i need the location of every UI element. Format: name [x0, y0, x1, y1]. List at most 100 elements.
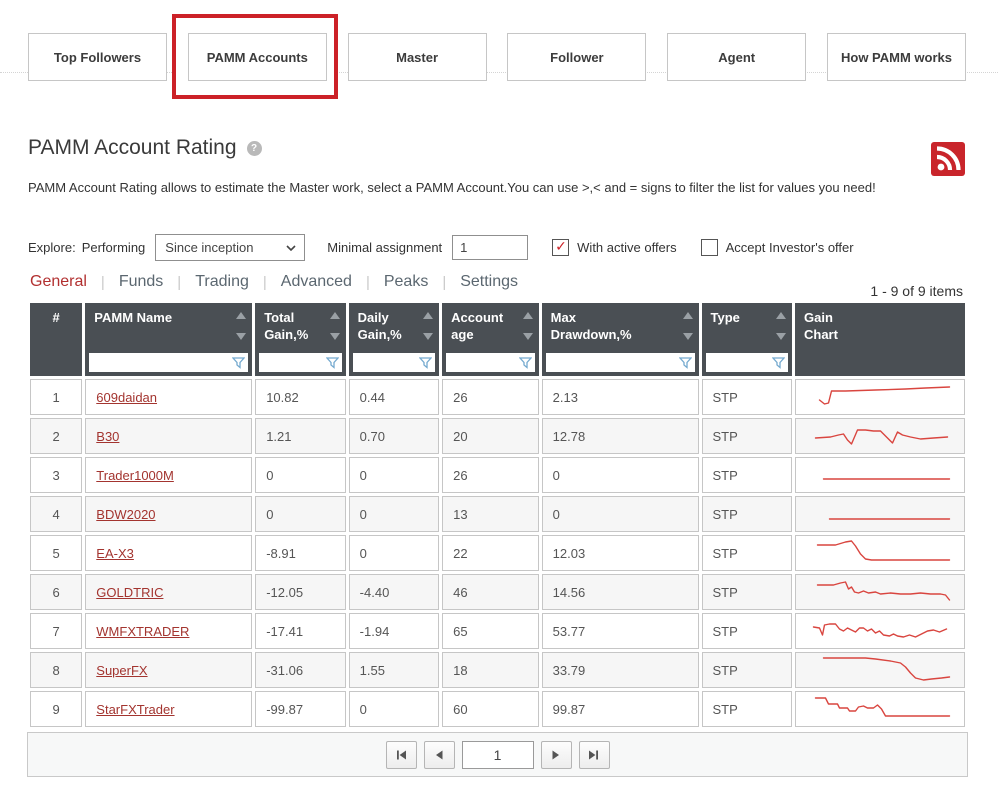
- tab-funds[interactable]: Funds: [118, 273, 164, 290]
- previous-page-button[interactable]: [423, 740, 455, 769]
- tab-peaks[interactable]: Peaks: [383, 273, 429, 290]
- account-age-cell: 60: [442, 691, 539, 727]
- column-header-gain-chart[interactable]: Gain Chart: [795, 303, 965, 376]
- column-filter-input[interactable]: [91, 354, 231, 370]
- page-number-input[interactable]: [461, 740, 534, 769]
- page-description: PAMM Account Rating allows to estimate t…: [28, 180, 876, 195]
- account-age-cell: 46: [442, 574, 539, 610]
- daily-gain-cell: 0: [348, 496, 440, 532]
- row-number: 6: [30, 574, 83, 610]
- sort-asc-icon: [522, 312, 533, 319]
- row-number: 8: [30, 652, 83, 688]
- column-filter-box: [89, 353, 249, 372]
- type-cell: STP: [701, 652, 792, 688]
- sort-arrows[interactable]: [423, 312, 434, 344]
- column-header-total-gain[interactable]: Total Gain,%: [255, 303, 346, 376]
- nav-button-master[interactable]: Master: [347, 33, 487, 81]
- heading-block: PAMM Account Rating ? PAMM Account Ratin…: [28, 136, 928, 195]
- pamm-name-link[interactable]: B30: [96, 428, 120, 444]
- column-label: Type: [710, 310, 740, 325]
- filter-funnel-icon[interactable]: [232, 356, 246, 369]
- total-gain-cell: 0: [255, 496, 346, 532]
- column-header-account-age[interactable]: Account age: [442, 303, 539, 376]
- nav-button-top-followers[interactable]: Top Followers: [28, 33, 167, 81]
- total-gain-cell: 0: [255, 457, 346, 493]
- column-label: Daily Gain,%: [357, 310, 402, 342]
- tab-trading[interactable]: Trading: [195, 273, 249, 290]
- column-label: Total Gain,%: [264, 310, 309, 342]
- tab-settings[interactable]: Settings: [460, 273, 519, 290]
- gain-chart-cell: [795, 535, 965, 571]
- pamm-name-link[interactable]: Trader1000M: [96, 467, 174, 483]
- column-filter-input[interactable]: [261, 354, 324, 370]
- with-active-offers-label: With active offers: [577, 240, 677, 255]
- top-navigation-buttons: Top Followers PAMM Accounts Master Follo…: [28, 14, 966, 99]
- type-cell: STP: [701, 496, 792, 532]
- minimal-assignment-label: Minimal assignment: [327, 240, 443, 255]
- nav-button-how-pamm-works[interactable]: How PAMM works: [826, 33, 966, 81]
- column-header-[interactable]: #: [30, 303, 83, 376]
- last-page-button[interactable]: [578, 740, 610, 769]
- explore-label: Explore:: [28, 240, 76, 255]
- tab-advanced[interactable]: Advanced: [280, 273, 352, 290]
- nav-button-agent[interactable]: Agent: [667, 33, 807, 81]
- gain-sparkline-chart: [816, 581, 950, 601]
- sort-desc-icon: [236, 333, 247, 340]
- help-icon[interactable]: ?: [246, 140, 262, 156]
- max-drawdown-cell: 0: [541, 496, 699, 532]
- nav-button-follower[interactable]: Follower: [507, 33, 647, 81]
- column-filter-input[interactable]: [547, 354, 677, 370]
- nav-button-pamm-accounts[interactable]: PAMM Accounts: [187, 33, 327, 81]
- column-filter-input[interactable]: [707, 354, 770, 370]
- with-active-offers-checkbox[interactable]: ✓ With active offers: [552, 238, 677, 256]
- tab-general[interactable]: General: [30, 273, 87, 290]
- gain-sparkline-chart: [818, 386, 950, 405]
- pamm-name-link[interactable]: 609daidan: [96, 389, 158, 405]
- pamm-name-link[interactable]: BDW2020: [96, 506, 156, 522]
- minimal-assignment-input[interactable]: [452, 235, 529, 260]
- filter-funnel-icon[interactable]: [419, 356, 433, 369]
- rss-icon[interactable]: [931, 142, 965, 176]
- table-row: 6 GOLDTRIC -12.05 -4.40 46 14.56 STP: [30, 574, 965, 610]
- column-header-pamm-name[interactable]: PAMM Name: [85, 303, 253, 376]
- filter-funnel-icon[interactable]: [678, 356, 692, 369]
- tab-separator: |: [262, 273, 267, 291]
- checkbox-checked-icon: ✓: [552, 238, 570, 256]
- account-age-cell: 65: [442, 613, 539, 649]
- pamm-name-link[interactable]: EA-X3: [96, 545, 134, 561]
- sort-arrows[interactable]: [236, 312, 247, 344]
- gain-chart-cell: [795, 496, 965, 532]
- sort-desc-icon: [522, 333, 533, 340]
- pamm-name-link[interactable]: StarFXTrader: [96, 701, 175, 717]
- column-filter-input[interactable]: [448, 354, 517, 370]
- sort-arrows[interactable]: [522, 312, 533, 344]
- pamm-name-link[interactable]: GOLDTRIC: [96, 584, 164, 600]
- pamm-name-link[interactable]: SuperFX: [96, 662, 148, 678]
- sort-arrows[interactable]: [682, 312, 693, 344]
- sort-asc-icon: [423, 312, 434, 319]
- table-row: 1 609daidan 10.82 0.44 26 2.13 STP: [30, 379, 965, 415]
- pamm-name-link[interactable]: WMFXTRADER: [96, 623, 190, 639]
- gain-sparkline-chart: [822, 478, 950, 480]
- sort-arrows[interactable]: [776, 312, 786, 344]
- total-gain-cell: 1.21: [255, 418, 346, 454]
- filter-funnel-icon[interactable]: [518, 356, 532, 369]
- tab-separator: |: [365, 273, 370, 291]
- next-page-button[interactable]: [540, 740, 572, 769]
- column-header-daily-gain[interactable]: Daily Gain,%: [348, 303, 440, 376]
- filter-funnel-icon[interactable]: [772, 356, 785, 369]
- column-header-max-drawdown[interactable]: Max Drawdown,%: [541, 303, 699, 376]
- table-row: 5 EA-X3 -8.91 0 22 12.03 STP: [30, 535, 965, 571]
- column-header-type[interactable]: Type: [701, 303, 792, 376]
- type-cell: STP: [701, 574, 792, 610]
- daily-gain-cell: -1.94: [348, 613, 440, 649]
- max-drawdown-cell: 53.77: [541, 613, 699, 649]
- filter-funnel-icon[interactable]: [325, 356, 339, 369]
- period-select[interactable]: Since inception: [155, 234, 306, 261]
- tab-separator: |: [177, 273, 182, 291]
- column-filter-input[interactable]: [354, 354, 418, 370]
- sort-arrows[interactable]: [329, 312, 340, 344]
- first-page-button[interactable]: [385, 740, 417, 769]
- accept-investors-offer-checkbox[interactable]: Accept Investor's offer: [700, 239, 854, 256]
